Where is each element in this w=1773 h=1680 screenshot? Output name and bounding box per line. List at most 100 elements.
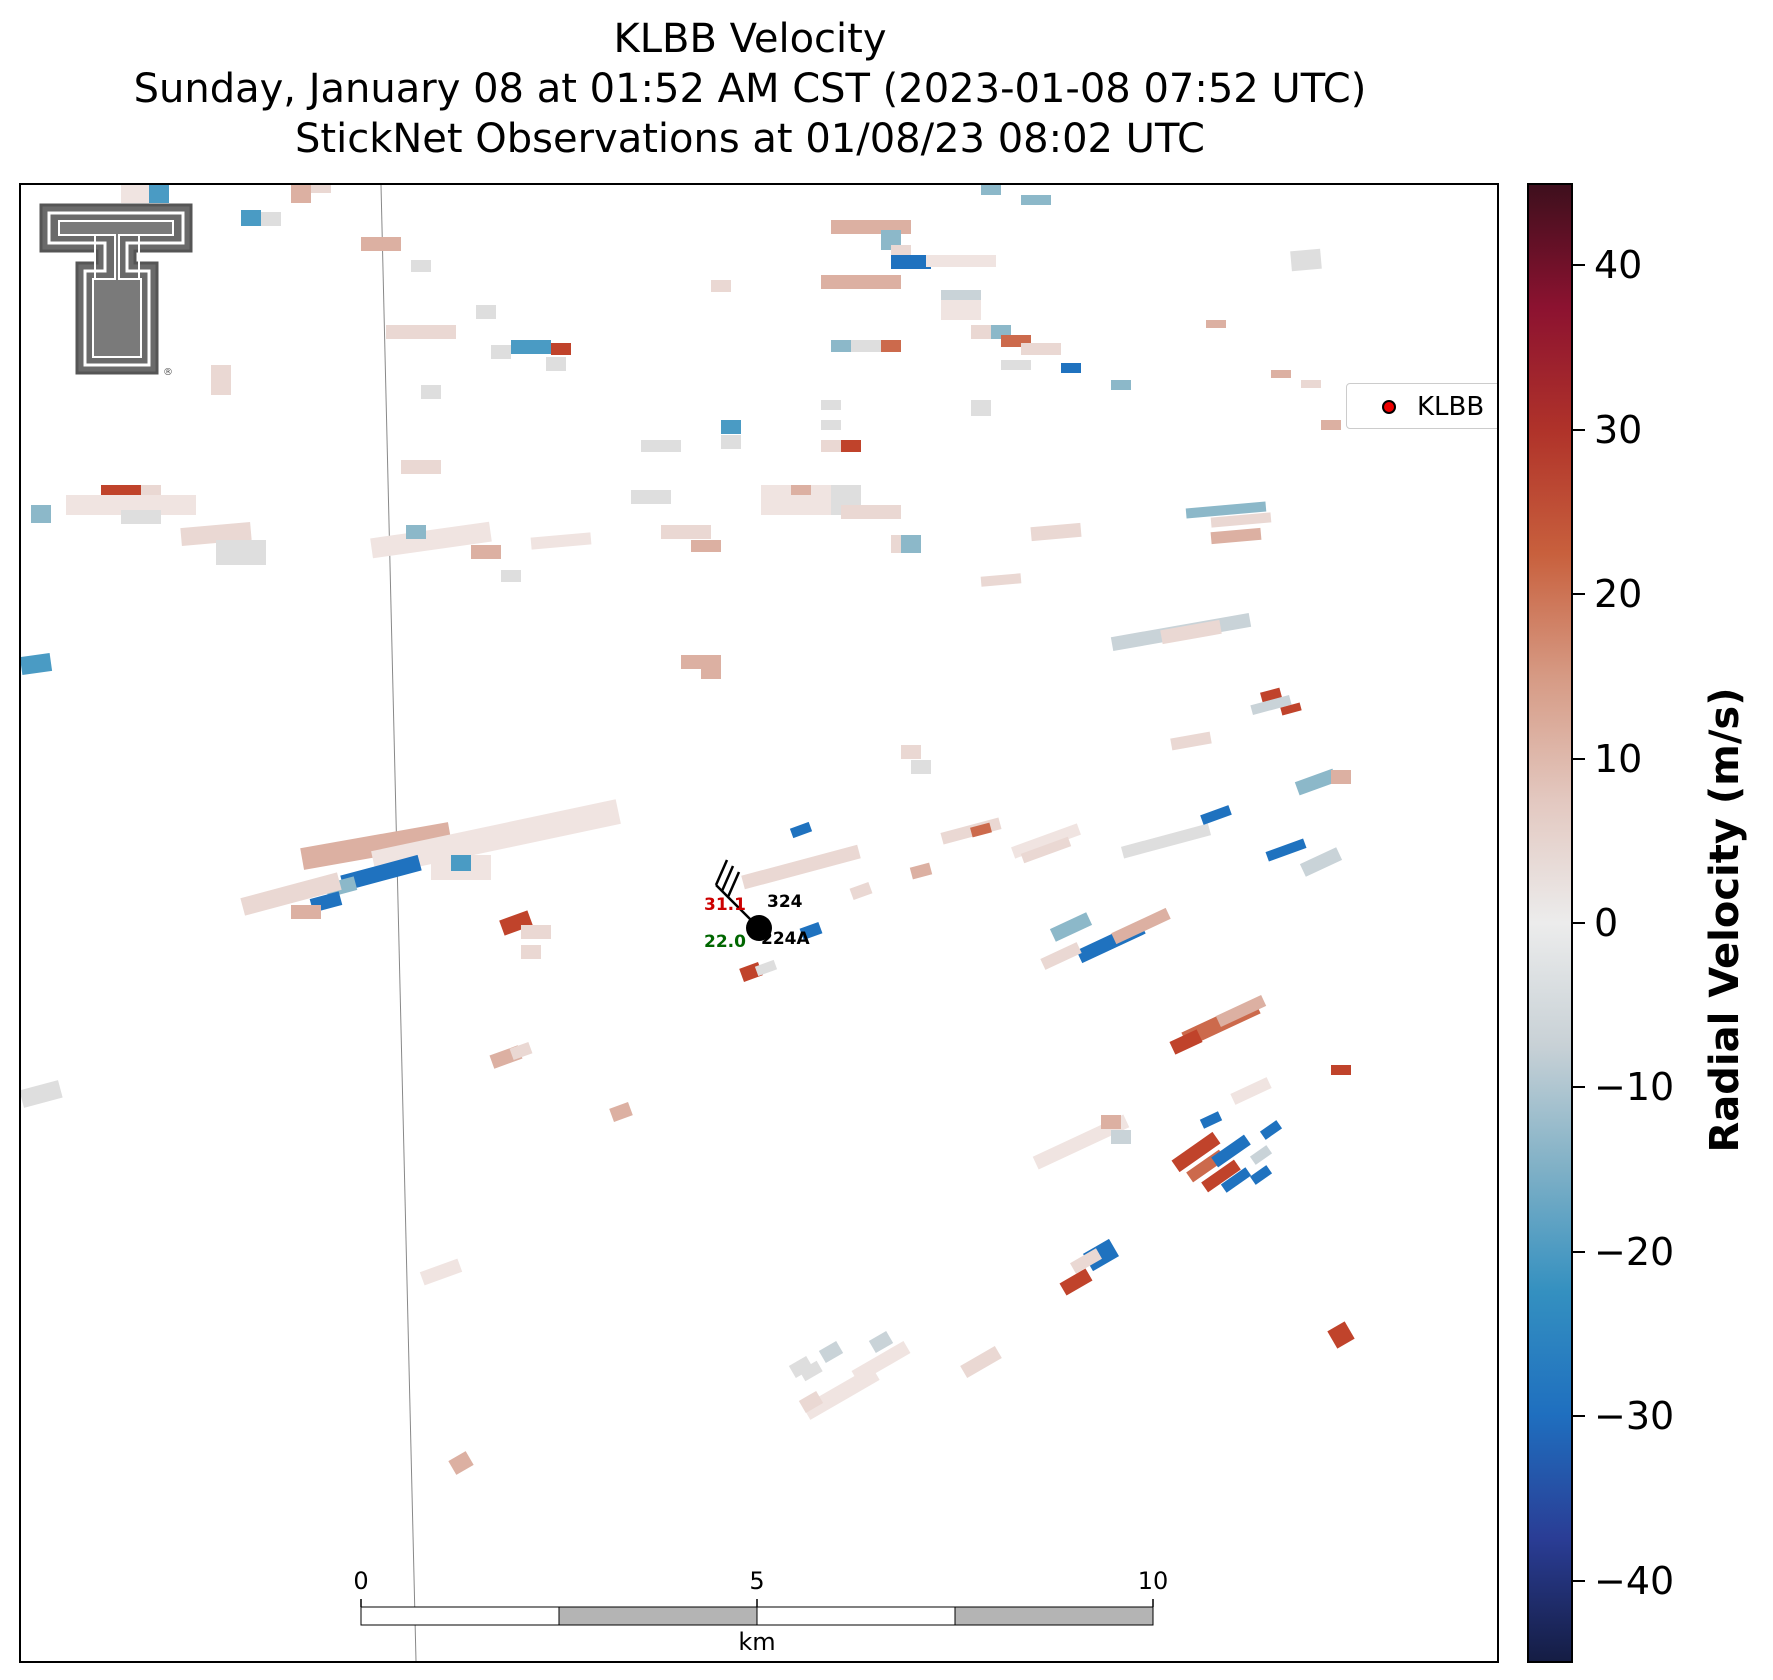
title-line-2: Sunday, January 08 at 01:52 AM CST (2023… bbox=[133, 66, 1367, 112]
velocity-gate bbox=[386, 325, 456, 339]
colorbar-tick bbox=[1573, 1086, 1585, 1089]
velocity-gate bbox=[211, 365, 231, 381]
velocity-gate bbox=[791, 485, 811, 495]
county-boundary-line bbox=[380, 185, 417, 1661]
velocity-gate bbox=[1327, 1321, 1355, 1349]
station-temperature: 31.1 bbox=[704, 895, 746, 915]
velocity-gate bbox=[21, 652, 53, 676]
velocity-gate bbox=[926, 255, 996, 267]
velocity-gate bbox=[121, 185, 151, 203]
velocity-gate bbox=[1111, 907, 1171, 945]
velocity-gate bbox=[831, 340, 851, 352]
velocity-gate bbox=[499, 910, 533, 936]
velocity-gate bbox=[340, 854, 422, 892]
velocity-gate bbox=[240, 872, 342, 916]
velocity-gate bbox=[216, 540, 266, 565]
velocity-gate bbox=[1210, 527, 1262, 545]
velocity-gate bbox=[1200, 805, 1232, 825]
velocity-gate bbox=[909, 862, 933, 880]
legend-label: KLBB bbox=[1417, 392, 1485, 422]
scale-label-0: 0 bbox=[353, 1567, 369, 1595]
velocity-gate bbox=[211, 381, 231, 395]
velocity-gate bbox=[1280, 702, 1302, 716]
velocity-gate bbox=[1101, 1115, 1121, 1129]
velocity-gate bbox=[1331, 1065, 1351, 1075]
velocity-gate bbox=[401, 460, 441, 474]
map-legend: KLBB bbox=[1346, 383, 1497, 429]
colorbar-tick-label: 20 bbox=[1594, 572, 1643, 617]
velocity-gate bbox=[661, 525, 711, 539]
velocity-gate bbox=[821, 440, 841, 452]
velocity-gate bbox=[1120, 823, 1212, 859]
velocity-gate bbox=[981, 185, 1001, 195]
colorbar-tick-label: −10 bbox=[1594, 1065, 1675, 1110]
velocity-gate bbox=[941, 300, 981, 320]
velocity-gate bbox=[300, 822, 452, 870]
velocity-gate bbox=[789, 821, 813, 839]
scale-bar bbox=[360, 1599, 1154, 1626]
velocity-gate bbox=[419, 1258, 463, 1286]
velocity-gate bbox=[754, 959, 778, 977]
colorbar-tick bbox=[1573, 1250, 1585, 1253]
velocity-gate bbox=[471, 545, 501, 559]
velocity-gate bbox=[970, 822, 992, 838]
velocity-gate bbox=[291, 185, 311, 203]
velocity-gate bbox=[851, 1340, 911, 1384]
velocity-gate bbox=[1070, 1248, 1102, 1274]
colorbar-tick bbox=[1573, 593, 1585, 596]
velocity-gate bbox=[818, 1340, 844, 1364]
velocity-gate bbox=[421, 385, 441, 399]
velocity-gate bbox=[1021, 343, 1061, 355]
colorbar-tick-label: −30 bbox=[1594, 1394, 1675, 1439]
velocity-gate bbox=[1230, 1077, 1272, 1105]
velocity-gate bbox=[641, 440, 681, 452]
velocity-gate bbox=[291, 905, 321, 919]
velocity-gate bbox=[1299, 847, 1343, 877]
velocity-gate bbox=[821, 420, 841, 430]
texas-tech-logo-icon: ® bbox=[39, 203, 193, 378]
velocity-gate bbox=[1215, 994, 1267, 1028]
velocity-gate bbox=[960, 1345, 1002, 1379]
velocity-gate bbox=[1211, 1134, 1251, 1168]
velocity-gate bbox=[501, 570, 521, 582]
radar-map[interactable]: ® 31.1 324 22.0 224A 0 5 10 km bbox=[19, 183, 1499, 1663]
velocity-gate bbox=[911, 760, 931, 774]
velocity-gate bbox=[721, 420, 741, 434]
velocity-gate bbox=[1160, 619, 1222, 645]
station-marker[interactable] bbox=[746, 915, 772, 941]
velocity-gate bbox=[21, 1080, 63, 1108]
scale-label-10: 10 bbox=[1137, 1567, 1169, 1595]
velocity-gate bbox=[901, 745, 921, 759]
colorbar-tick-label: 10 bbox=[1594, 736, 1643, 781]
velocity-gate bbox=[821, 275, 901, 289]
velocity-gate bbox=[849, 881, 873, 901]
velocity-gate bbox=[1040, 942, 1082, 970]
velocity-gate bbox=[1021, 195, 1051, 205]
velocity-gate bbox=[691, 540, 721, 552]
velocity-gate bbox=[149, 185, 169, 203]
velocity-gate bbox=[1011, 823, 1081, 859]
velocity-gate bbox=[476, 305, 496, 319]
velocity-gate bbox=[631, 490, 671, 504]
velocity-gate bbox=[1294, 768, 1338, 796]
colorbar-tick-label: 30 bbox=[1594, 407, 1643, 452]
velocity-gate bbox=[868, 1330, 894, 1354]
velocity-gate bbox=[361, 237, 401, 251]
radar-map-canvas: ® 31.1 324 22.0 224A bbox=[21, 185, 1355, 1661]
colorbar-tick bbox=[1573, 1579, 1585, 1582]
velocity-gate bbox=[66, 495, 196, 515]
velocity-gate bbox=[121, 510, 161, 524]
velocity-gate bbox=[788, 1355, 814, 1379]
svg-text:®: ® bbox=[163, 367, 173, 378]
velocity-gate bbox=[1206, 320, 1226, 328]
colorbar-tick bbox=[1573, 1415, 1585, 1418]
velocity-gate bbox=[1061, 363, 1081, 373]
velocity-gate bbox=[1259, 1120, 1283, 1140]
colorbar bbox=[1527, 183, 1573, 1663]
velocity-gate bbox=[881, 340, 901, 352]
colorbar-tick-label: −20 bbox=[1594, 1229, 1675, 1274]
velocity-gate bbox=[799, 921, 823, 941]
colorbar-tick bbox=[1573, 757, 1585, 760]
velocity-gate bbox=[701, 665, 721, 679]
velocity-gate bbox=[891, 255, 931, 269]
